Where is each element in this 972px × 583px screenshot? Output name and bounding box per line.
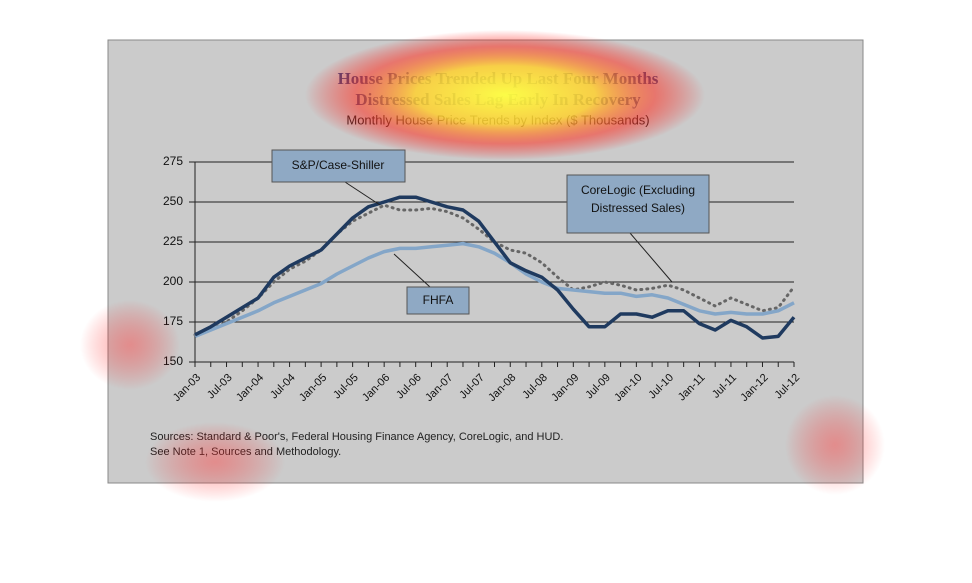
pointer	[344, 181, 381, 206]
series-line	[194, 195, 796, 340]
source-note: See Note 1, Sources and Methodology.	[150, 446, 341, 458]
chart-title: House Prices Trended Up Last Four Months	[338, 69, 659, 88]
callouts: S&P/Case-Shiller FHFA CoreLogic (Excludi…	[271, 149, 710, 315]
y-tick-label: 225	[163, 234, 183, 248]
callout-box	[406, 286, 470, 315]
y-tick-label: 175	[163, 314, 183, 328]
y-tick-label: 200	[163, 274, 183, 288]
y-tick-label: 150	[163, 354, 183, 368]
y-tick-label: 275	[163, 154, 183, 168]
callout-box	[566, 174, 710, 234]
series-line	[194, 241, 795, 339]
pointer	[393, 253, 431, 288]
callout-label: FHFA	[423, 293, 454, 307]
source-note: Sources: Standard & Poor's, Federal Hous…	[150, 431, 563, 443]
callout-label: Distressed Sales)	[591, 201, 685, 215]
y-tick-label: 250	[163, 194, 183, 208]
callout-label: S&P/Case-Shiller	[292, 158, 385, 172]
chart-subtitle: Monthly House Price Trends by Index ($ T…	[346, 112, 649, 127]
callout-label: CoreLogic (Excluding	[581, 183, 695, 197]
chart-title-2: Distressed Sales Lag Early In Recovery	[355, 90, 641, 109]
pointer	[629, 232, 673, 283]
